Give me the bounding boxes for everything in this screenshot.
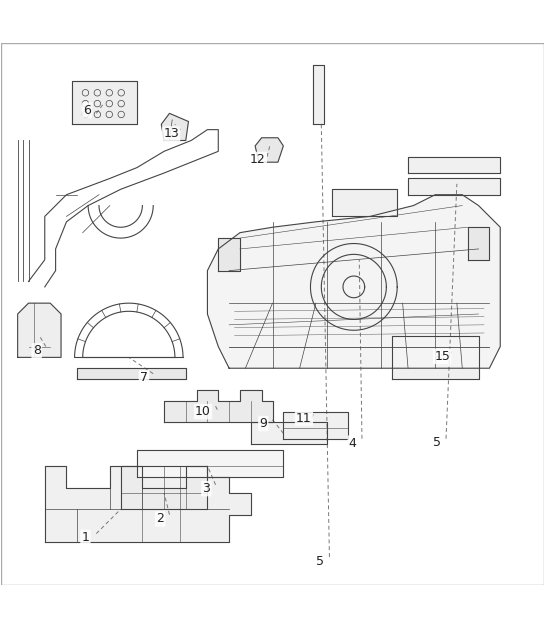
Polygon shape [45,466,251,542]
Polygon shape [137,450,283,477]
Polygon shape [72,81,137,124]
Polygon shape [255,138,283,162]
Text: 3: 3 [202,482,210,495]
Polygon shape [392,336,479,379]
Text: 2: 2 [156,512,164,526]
Text: 9: 9 [259,417,267,430]
Polygon shape [164,390,272,423]
Text: 8: 8 [33,344,41,357]
Text: 7: 7 [140,372,148,384]
Polygon shape [219,238,240,271]
Polygon shape [120,466,208,509]
Text: 13: 13 [164,127,179,141]
Text: 12: 12 [250,153,266,166]
Polygon shape [468,227,489,260]
Polygon shape [408,157,500,173]
Polygon shape [77,368,186,379]
Polygon shape [332,189,397,217]
Text: 5: 5 [433,436,441,449]
Polygon shape [408,178,500,195]
Text: 10: 10 [195,405,211,418]
Text: 6: 6 [83,104,91,117]
Polygon shape [251,423,326,444]
Text: 1: 1 [82,531,89,544]
Text: 4: 4 [349,436,356,450]
Polygon shape [161,114,189,141]
Text: 5: 5 [316,555,324,568]
Polygon shape [17,303,61,357]
Polygon shape [283,411,348,439]
Text: 15: 15 [434,350,450,363]
Polygon shape [313,65,324,124]
Text: 11: 11 [296,411,312,425]
Polygon shape [208,195,500,368]
